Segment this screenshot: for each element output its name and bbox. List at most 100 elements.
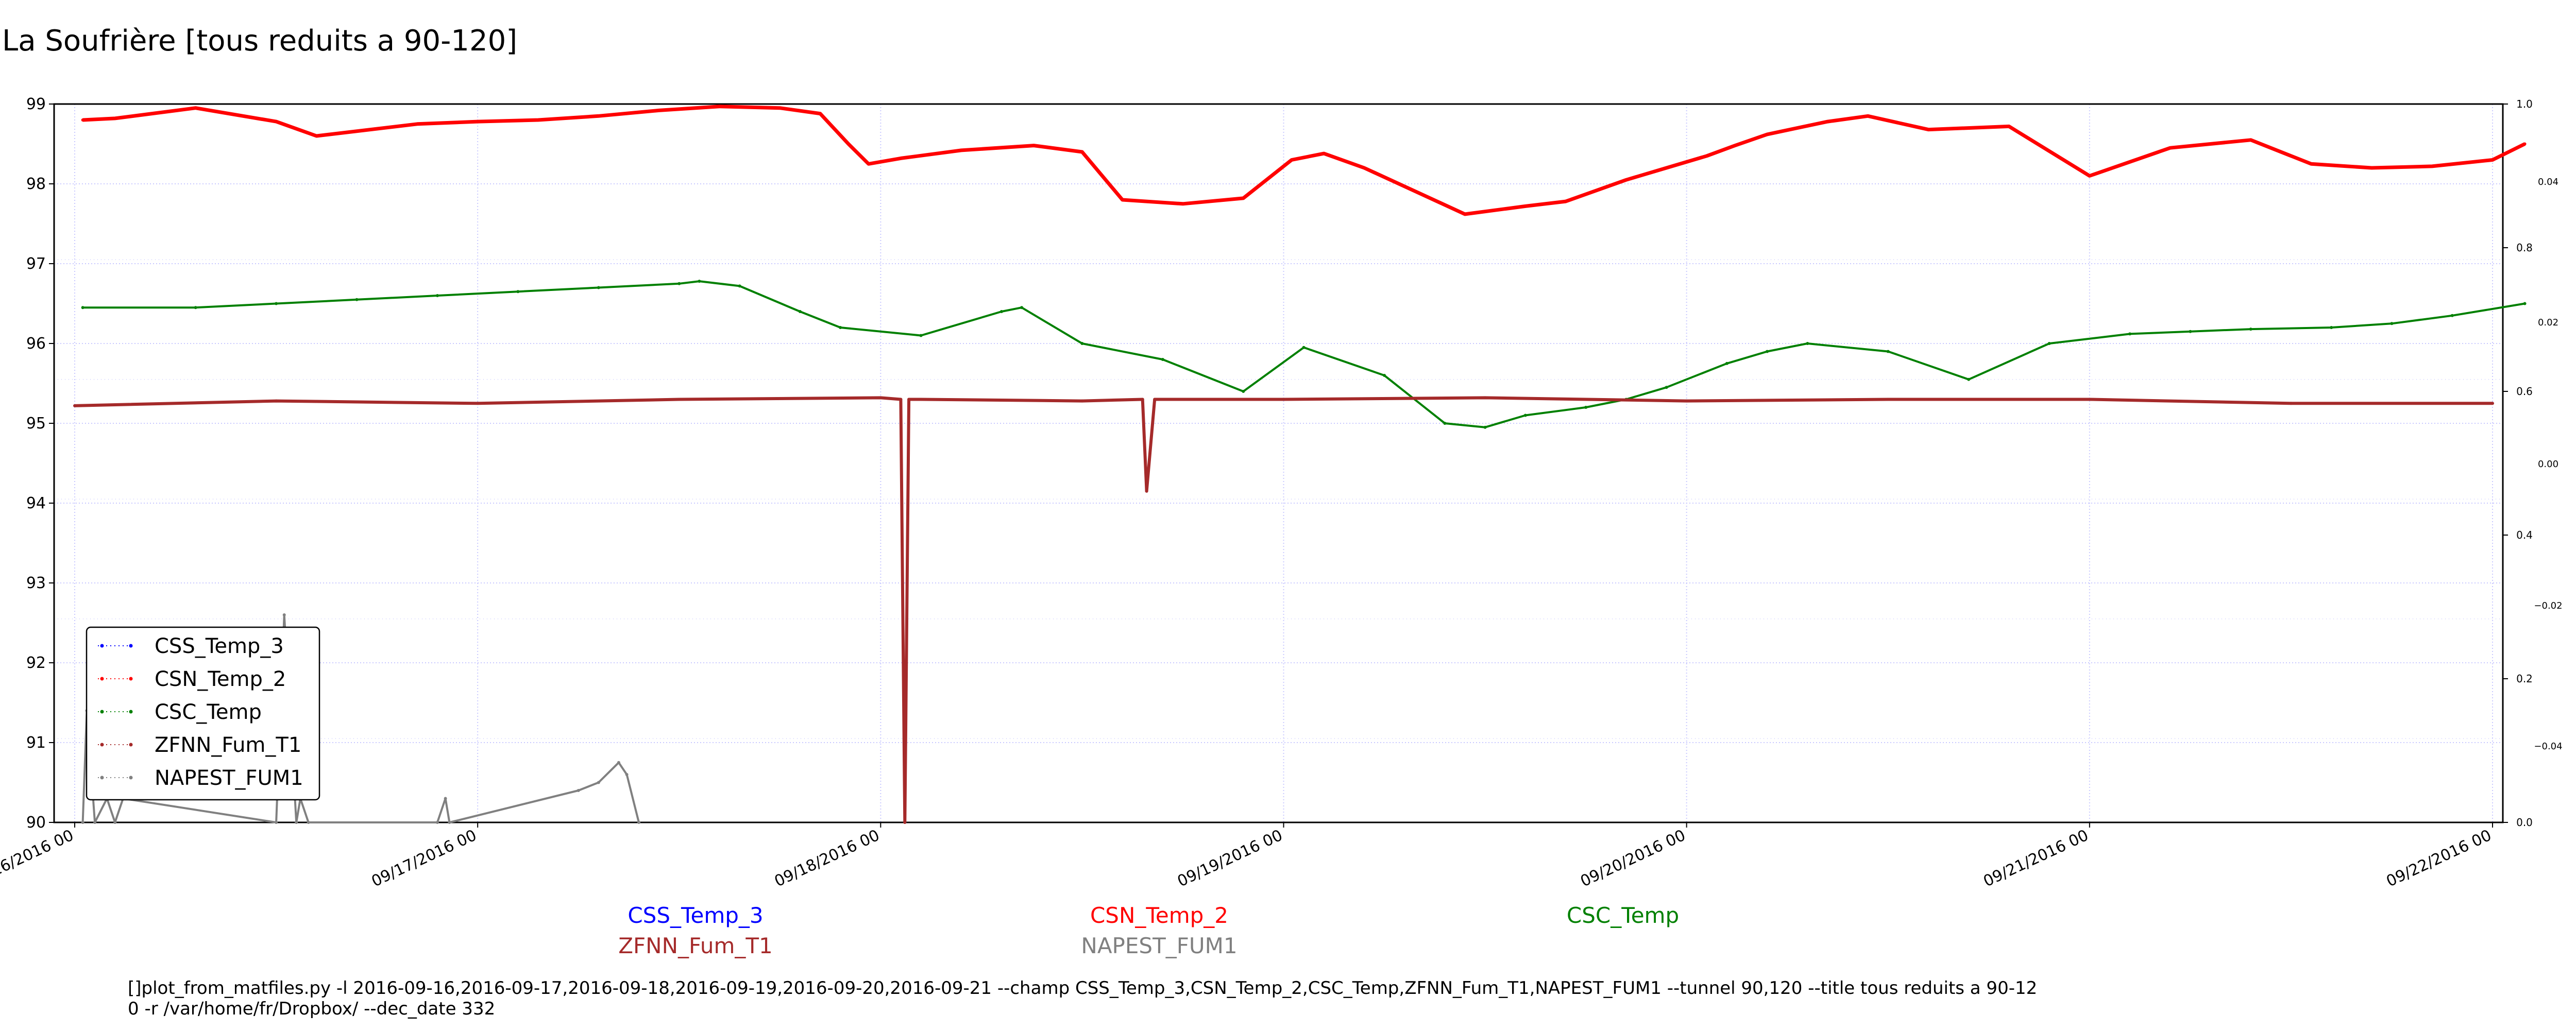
y2-minor-tick-label: 0.04	[2538, 177, 2558, 187]
data-point-csc_temp	[2249, 328, 2252, 331]
y-tick-label: 96	[26, 335, 46, 353]
data-point-napest_fum1	[637, 821, 641, 824]
data-point-zfnn_fum_t1	[2088, 398, 2091, 401]
data-point-napest_fum1	[275, 821, 278, 824]
y-tick-label: 92	[26, 654, 46, 672]
data-point-csc_temp	[2330, 326, 2333, 329]
data-point-zfnn_fum_t1	[903, 821, 907, 824]
data-point-zfnn_fum_t1	[1886, 398, 1890, 401]
command-line-text: 0 -r /var/home/fr/Dropbox/ --dec_date 33…	[128, 999, 495, 1019]
data-point-csn_temp_2	[1181, 202, 1184, 205]
data-point-napest_fum1	[625, 773, 629, 776]
data-point-zfnn_fum_t1	[1080, 399, 1084, 403]
data-point-zfnn_fum_t1	[275, 399, 278, 403]
data-point-csn_temp_2	[81, 118, 84, 122]
data-point-csn_temp_2	[1705, 154, 1708, 158]
data-point-csn_temp_2	[2370, 166, 2374, 169]
data-point-napest_fum1	[617, 761, 620, 764]
data-point-csn_temp_2	[1926, 128, 1930, 131]
y2-tick-label: 1.0	[2516, 98, 2533, 110]
data-point-napest_fum1	[113, 821, 117, 824]
data-point-csn_temp_2	[778, 106, 782, 110]
data-point-csc_temp	[677, 282, 681, 285]
data-point-csc_temp	[1080, 342, 1084, 345]
y-tick-label: 95	[26, 415, 46, 433]
data-point-csn_temp_2	[819, 112, 822, 115]
x-tick-label: 09/17/2016 00	[369, 827, 480, 891]
data-point-csc_temp	[999, 310, 1003, 313]
series-line-csc_temp	[82, 280, 2525, 428]
legend-box	[86, 626, 320, 801]
data-point-csc_temp	[81, 306, 84, 309]
data-point-csc_temp	[2523, 302, 2527, 305]
legend-label: NAPEST_FUM1	[155, 766, 303, 790]
chart-title: La Soufrière [tous reduits a 90-120]	[2, 24, 517, 58]
data-point-csn_temp_2	[1523, 204, 1527, 208]
y2-minor-tick-label: 0.00	[2538, 459, 2558, 470]
data-point-zfnn_fum_t1	[1153, 398, 1157, 401]
data-point-zfnn_fum_t1	[919, 398, 923, 401]
data-point-csc_temp	[355, 298, 359, 301]
data-point-csn_temp_2	[2430, 164, 2434, 168]
data-point-csn_temp_2	[536, 118, 540, 122]
data-point-zfnn_fum_t1	[899, 398, 903, 401]
data-point-csc_temp	[1766, 350, 1769, 353]
bottom-series-label: NAPEST_FUM1	[1081, 933, 1237, 958]
data-point-csn_temp_2	[1242, 196, 1245, 200]
legend: CSS_Temp_3 CSN_Temp_2 CSC_Temp ZFNN_Fum_T1 N…	[86, 626, 320, 801]
data-point-csn_temp_2	[2168, 146, 2172, 150]
data-point-csn_temp_2	[1322, 152, 1326, 156]
data-point-csc_temp	[698, 280, 701, 283]
data-point-csc_temp	[1443, 422, 1447, 425]
y-tick-label: 94	[26, 494, 46, 512]
y-tick-label: 98	[26, 175, 46, 193]
y-tick-label: 99	[26, 95, 46, 113]
y2-tick-label: 0.0	[2516, 816, 2533, 829]
data-point-csc_temp	[2047, 342, 2051, 345]
data-point-csc_temp	[2450, 314, 2454, 317]
grid	[54, 104, 2503, 823]
data-point-csc_temp	[1523, 414, 1527, 417]
data-point-csn_temp_2	[1766, 132, 1769, 136]
data-point-zfnn_fum_t1	[1145, 489, 1148, 493]
legend-label: ZFNN_Fum_T1	[155, 733, 301, 757]
legend-label: CSC_Temp	[155, 700, 262, 724]
y2-minor-tick-label: −0.02	[2534, 600, 2562, 611]
data-point-csc_temp	[1806, 342, 1809, 345]
data-point-csc_temp	[1483, 425, 1487, 429]
legend-marker	[100, 710, 104, 714]
data-point-zfnn_fum_t1	[879, 396, 883, 400]
data-point-csn_temp_2	[315, 134, 318, 137]
data-point-csn_temp_2	[1463, 212, 1467, 216]
data-point-csn_temp_2	[899, 157, 903, 160]
data-point-zfnn_fum_t1	[2491, 402, 2494, 405]
legend-marker	[100, 644, 104, 648]
data-point-zfnn_fum_t1	[907, 398, 911, 401]
data-point-csc_temp	[597, 286, 600, 289]
data-point-zfnn_fum_t1	[677, 398, 681, 401]
data-point-napest_fum1	[577, 789, 580, 792]
data-point-csn_temp_2	[1121, 198, 1124, 201]
series-line-zfnn_fum_t1	[74, 396, 2493, 824]
data-point-csc_temp	[1020, 306, 1024, 309]
y2-tick-label: 0.6	[2516, 385, 2533, 398]
data-point-napest_fum1	[307, 821, 310, 824]
x-tick-label: 09/22/2016 00	[2384, 827, 2495, 891]
data-point-napest_fum1	[295, 821, 298, 824]
y2-tick-label: 0.4	[2516, 529, 2533, 541]
data-point-csc_temp	[1383, 374, 1386, 377]
bottom-series-label: CSN_Temp_2	[1090, 903, 1228, 928]
data-point-zfnn_fum_t1	[73, 404, 76, 407]
y2-tick-label: 0.8	[2516, 242, 2533, 254]
data-point-csc_temp	[1161, 358, 1164, 361]
y-tick-label: 91	[26, 734, 46, 752]
x-tick-label: 09/19/2016 00	[1175, 827, 1285, 891]
data-point-csn_temp_2	[1826, 120, 1829, 124]
data-point-csn_temp_2	[476, 120, 480, 124]
data-point-csc_temp	[1665, 386, 1668, 389]
data-point-csn_temp_2	[2491, 158, 2494, 162]
data-point-csc_temp	[839, 326, 842, 329]
y2-minor-tick-label: 0.02	[2538, 317, 2558, 328]
data-point-csn_temp_2	[1866, 114, 1870, 118]
